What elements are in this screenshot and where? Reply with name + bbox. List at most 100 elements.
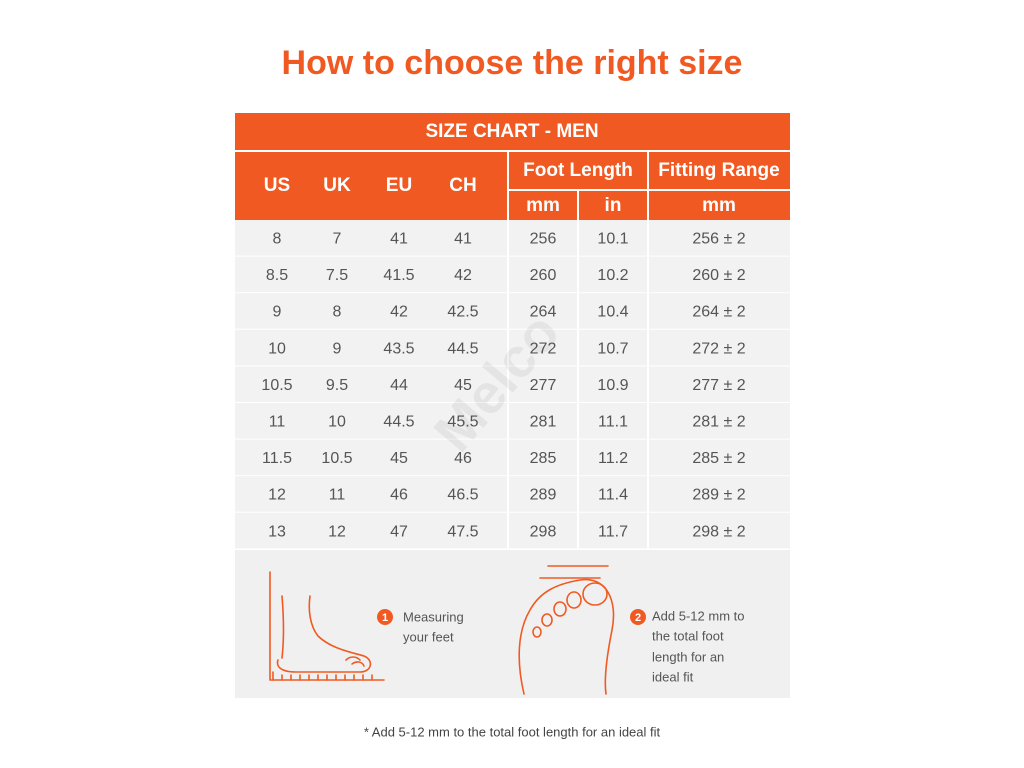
cell: 10 (328, 414, 346, 431)
cell: 42 (454, 267, 472, 284)
row-bg (235, 329, 790, 367)
cell: 10.5 (321, 450, 352, 467)
cell: 277 ± 2 (692, 377, 745, 394)
cell: 256 ± 2 (692, 231, 745, 248)
col-header: US (264, 175, 290, 196)
row-bg (235, 476, 790, 513)
row-bg (235, 403, 790, 440)
cell: 44.5 (383, 414, 414, 431)
table-row: 11 10 44.5 45.5 281 11.1 281 ± 2 (235, 403, 790, 441)
table-row: 12 11 46 46.5 289 11.4 289 ± 2 (235, 476, 790, 514)
step-text: your feet (403, 629, 454, 644)
cell: 285 (530, 450, 557, 467)
row-bg (235, 220, 790, 257)
cell: 256 (530, 231, 557, 248)
cell: 8 (333, 304, 342, 321)
cell: 9 (273, 304, 282, 321)
col-header: UK (323, 175, 351, 196)
table-header: SIZE CHART - MEN US UK EU CH Foot Length… (235, 113, 790, 220)
cell: 7.5 (326, 267, 348, 284)
unit-header: in (605, 195, 622, 216)
instructions: 1 Measuring your feet 2 Add 5-12 mm to t… (235, 550, 790, 698)
title: How to choose the right size (282, 44, 743, 82)
cell: 298 (530, 523, 557, 540)
cell: 281 ± 2 (692, 414, 745, 431)
cell: 260 (530, 267, 557, 284)
step-badge (630, 609, 646, 625)
cell: 42.5 (447, 304, 478, 321)
cell: 281 (530, 414, 557, 431)
cell: 12 (328, 523, 346, 540)
cell: 46 (390, 487, 408, 504)
step-number: 2 (635, 612, 641, 624)
table-body: 8 7 41 41 256 10.1 256 ± 2 8.5 7.5 41.5 42 260 10.2 2… (235, 220, 790, 551)
cell: 272 (530, 340, 557, 357)
cell: 10.1 (597, 231, 628, 248)
cell: 10.5 (261, 377, 292, 394)
cell: 45.5 (447, 414, 478, 431)
row-bg (235, 293, 790, 330)
step-text: the total foot (652, 628, 724, 643)
step-text: length for an (652, 649, 724, 664)
step-text: Add 5-12 mm to (652, 608, 745, 623)
instructions-bg (235, 550, 790, 698)
cell: 7 (333, 231, 342, 248)
cell: 44 (390, 377, 408, 394)
cell: 285 ± 2 (692, 450, 745, 467)
step-badge (377, 609, 393, 625)
step-number: 1 (382, 612, 388, 624)
cell: 260 ± 2 (692, 267, 745, 284)
cell: 264 (530, 304, 557, 321)
footnote: * Add 5-12 mm to the total foot length f… (364, 724, 661, 739)
cell: 9.5 (326, 377, 348, 394)
cell: 10.9 (597, 377, 628, 394)
row-bg (235, 439, 790, 477)
col-header: CH (449, 175, 476, 196)
cell: 45 (454, 377, 472, 394)
cell: 10 (268, 340, 286, 357)
table-row: 11.5 10.5 45 46 285 11.2 285 ± 2 (235, 439, 790, 478)
cell: 12 (268, 487, 286, 504)
cell: 47.5 (447, 523, 478, 540)
col-header: Foot Length (523, 160, 633, 181)
cell: 44.5 (447, 340, 478, 357)
unit-header: mm (702, 195, 736, 216)
foot-top-illustration (518, 565, 615, 695)
cell: 264 ± 2 (692, 304, 745, 321)
cell: 46.5 (447, 487, 478, 504)
cell: 11.1 (598, 414, 628, 431)
cell: 13 (268, 523, 286, 540)
step-text: ideal fit (652, 669, 694, 684)
cell: 41.5 (383, 267, 414, 284)
cell: 11.5 (262, 450, 292, 467)
header-bg (235, 113, 790, 220)
table-row: 8 7 41 41 256 10.1 256 ± 2 (235, 220, 790, 258)
table-row: 10 9 43.5 44.5 272 10.7 272 ± 2 (235, 329, 790, 368)
cell: 298 ± 2 (692, 523, 745, 540)
cell: 10.4 (597, 304, 628, 321)
cell: 289 ± 2 (692, 487, 745, 504)
cell: 45 (390, 450, 408, 467)
cell: 41 (454, 231, 472, 248)
cell: 41 (390, 231, 408, 248)
cell: 11.7 (598, 523, 628, 540)
row-bg (235, 366, 790, 403)
cell: 9 (333, 340, 342, 357)
cell: 43.5 (383, 340, 414, 357)
unit-header: mm (526, 195, 560, 216)
cell: 10.7 (597, 340, 628, 357)
cell: 272 ± 2 (692, 340, 745, 357)
step-text: Measuring (403, 609, 464, 624)
cell: 46 (454, 450, 472, 467)
cell: 11 (269, 414, 286, 431)
col-header: Fitting Range (658, 160, 779, 181)
cell: 42 (390, 304, 408, 321)
cell: 277 (530, 377, 557, 394)
cell: 47 (390, 523, 408, 540)
cell: 8.5 (266, 267, 288, 284)
row-bg (235, 256, 790, 294)
foot-side-illustration (269, 571, 385, 681)
cell: 11.2 (598, 450, 628, 467)
cell: 11 (329, 487, 346, 504)
